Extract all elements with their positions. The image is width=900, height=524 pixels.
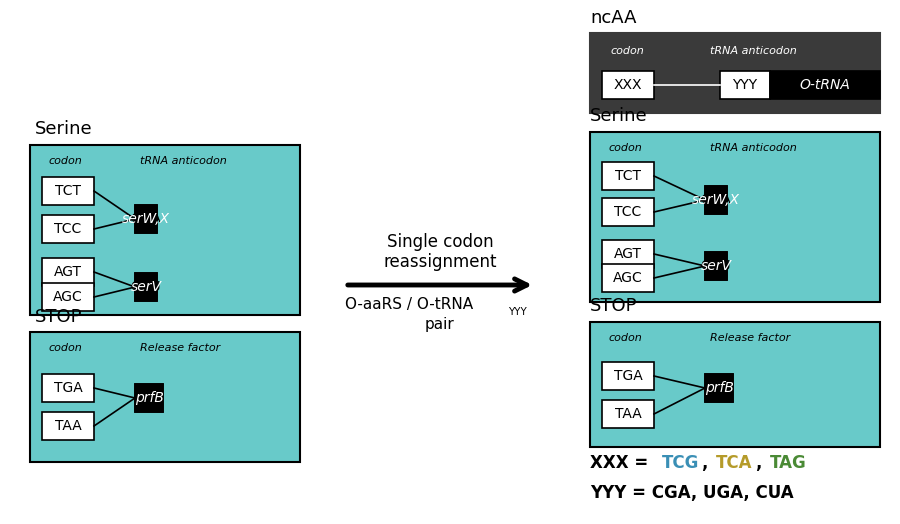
Bar: [602, 400, 654, 428]
Bar: [30, 145, 300, 315]
Text: RF2: RF2: [133, 391, 165, 405]
Bar: [770, 71, 880, 99]
Text: pair: pair: [425, 318, 454, 333]
Text: TGA: TGA: [54, 381, 83, 395]
Text: reassignment: reassignment: [383, 253, 497, 271]
Text: YYY: YYY: [508, 307, 526, 317]
Bar: [590, 33, 880, 113]
Text: XXX: XXX: [614, 78, 643, 92]
Text: TCT: TCT: [55, 184, 81, 198]
Text: YYY = CGA, UGA, CUA: YYY = CGA, UGA, CUA: [590, 484, 794, 502]
Text: RF2: RF2: [704, 381, 734, 395]
Text: TAA: TAA: [55, 419, 81, 433]
Bar: [42, 177, 94, 205]
Bar: [135, 384, 163, 412]
Bar: [42, 258, 94, 286]
Text: codon: codon: [48, 156, 82, 166]
Text: Release factor: Release factor: [140, 343, 220, 353]
Text: TCC: TCC: [615, 205, 642, 219]
Text: O-tRNA: O-tRNA: [799, 78, 850, 92]
Text: GGA: GGA: [130, 212, 161, 226]
Text: GCU: GCU: [130, 280, 161, 294]
Text: STOP: STOP: [35, 308, 83, 326]
Bar: [602, 162, 654, 190]
Text: prfB: prfB: [705, 381, 734, 395]
Bar: [135, 273, 157, 301]
Bar: [705, 252, 727, 280]
Bar: [135, 205, 157, 233]
Text: Serine: Serine: [35, 120, 93, 138]
Text: codon: codon: [610, 46, 644, 56]
Text: Single codon: Single codon: [387, 233, 493, 251]
Text: STOP: STOP: [590, 297, 637, 315]
Text: YYY: YYY: [733, 78, 758, 92]
Text: TCC: TCC: [54, 222, 82, 236]
Text: O-aaRS / O-tRNA: O-aaRS / O-tRNA: [345, 298, 473, 312]
Bar: [590, 132, 880, 302]
Text: codon: codon: [608, 143, 642, 153]
Text: AGC: AGC: [53, 290, 83, 304]
Text: codon: codon: [48, 343, 82, 353]
Text: GCU: GCU: [701, 259, 732, 273]
Bar: [590, 322, 880, 447]
Bar: [42, 374, 94, 402]
Text: serW,X: serW,X: [122, 212, 170, 226]
Text: serV: serV: [130, 280, 161, 294]
Text: ,: ,: [756, 454, 768, 472]
Text: TCG: TCG: [662, 454, 699, 472]
Text: tRNA anticodon: tRNA anticodon: [710, 143, 796, 153]
Bar: [42, 412, 94, 440]
Text: ncAA: ncAA: [590, 9, 636, 27]
Text: AGC: AGC: [613, 271, 643, 285]
Bar: [42, 283, 94, 311]
Text: TGA: TGA: [614, 369, 643, 383]
Text: AGT: AGT: [54, 265, 82, 279]
Bar: [602, 362, 654, 390]
Text: tRNA anticodon: tRNA anticodon: [710, 46, 796, 56]
Text: GGA: GGA: [700, 193, 732, 207]
Text: Release factor: Release factor: [710, 333, 790, 343]
Bar: [135, 273, 157, 301]
Bar: [135, 384, 163, 412]
Bar: [602, 71, 654, 99]
Bar: [705, 186, 727, 214]
Text: TCT: TCT: [615, 169, 641, 183]
Bar: [720, 71, 770, 99]
Text: serV: serV: [700, 259, 732, 273]
Text: Serine: Serine: [590, 107, 648, 125]
Text: TAA: TAA: [615, 407, 642, 421]
Text: XXX =: XXX =: [590, 454, 654, 472]
Bar: [602, 198, 654, 226]
Bar: [705, 374, 733, 402]
Bar: [602, 264, 654, 292]
Text: codon: codon: [608, 333, 642, 343]
Bar: [602, 240, 654, 268]
Text: AGT: AGT: [614, 247, 642, 261]
Text: serW,X: serW,X: [692, 193, 740, 207]
Bar: [30, 332, 300, 462]
Text: TAG: TAG: [770, 454, 806, 472]
Text: prfB: prfB: [135, 391, 164, 405]
Text: TCA: TCA: [716, 454, 752, 472]
Text: tRNA anticodon: tRNA anticodon: [140, 156, 227, 166]
Bar: [705, 374, 733, 402]
Text: ,: ,: [702, 454, 714, 472]
Bar: [42, 215, 94, 243]
Bar: [705, 252, 727, 280]
Bar: [135, 205, 157, 233]
Bar: [705, 186, 727, 214]
